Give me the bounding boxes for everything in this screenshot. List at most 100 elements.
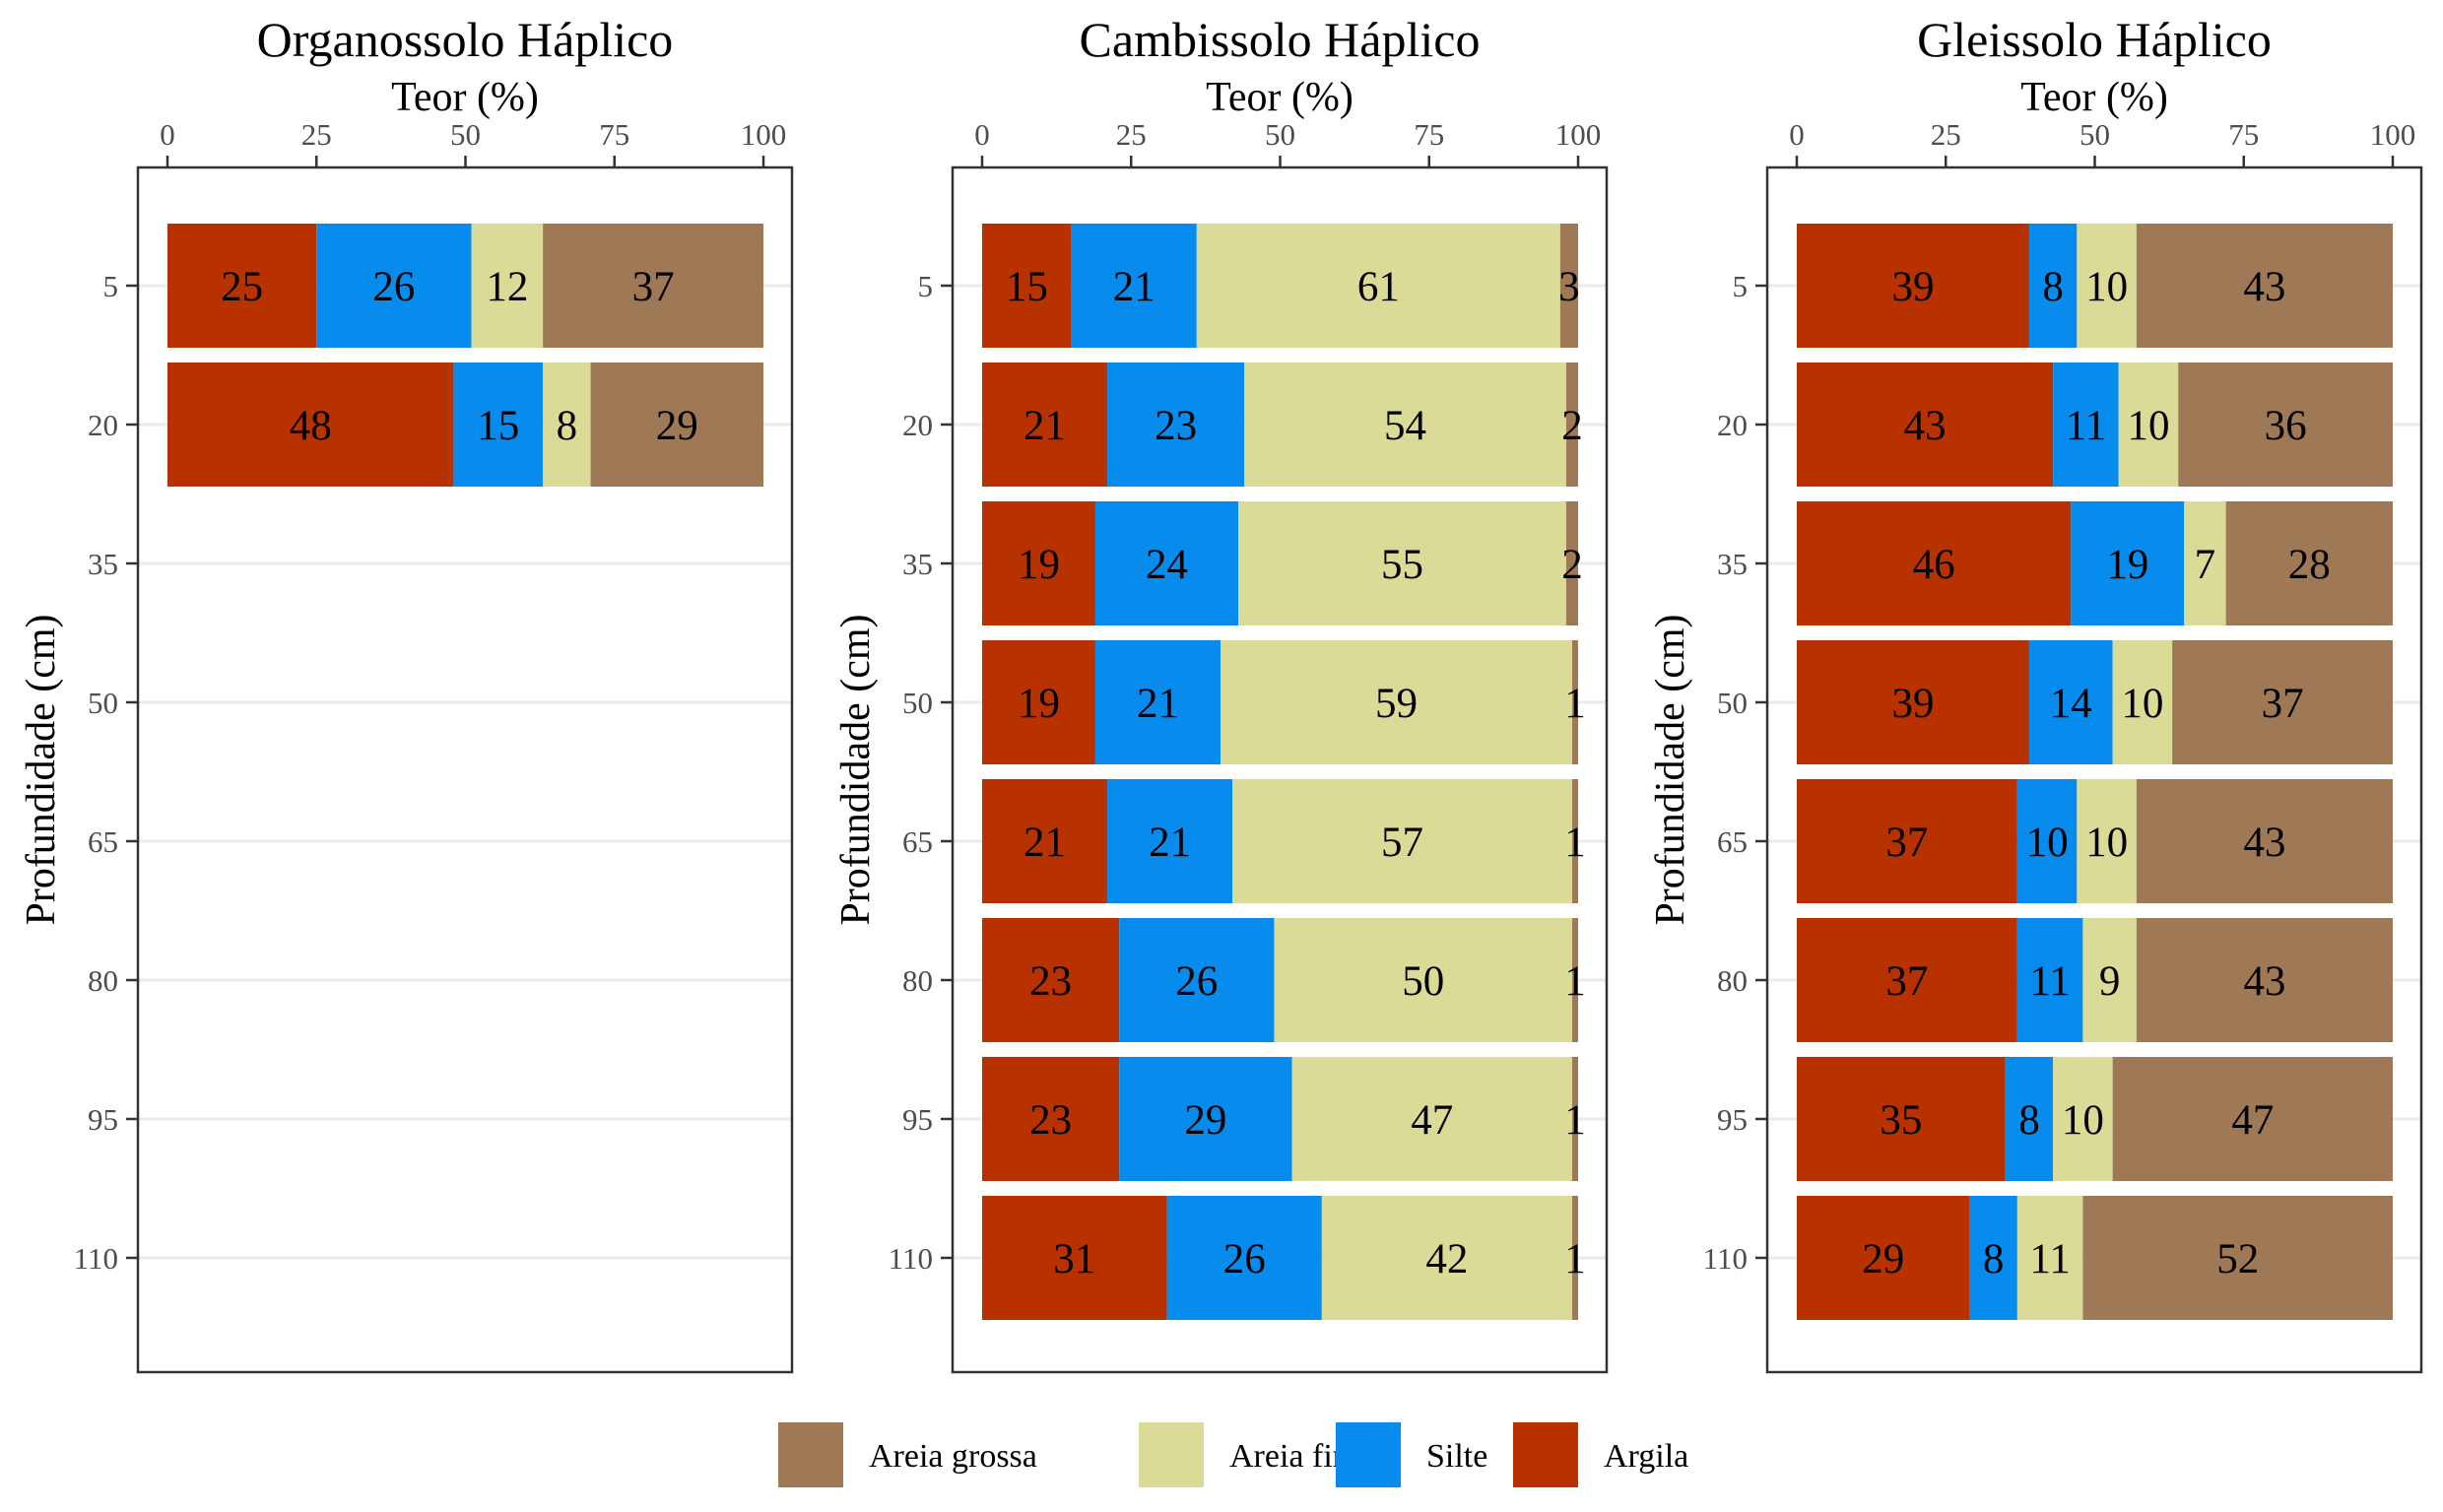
x-tick-label: 25: [1116, 117, 1147, 152]
x-tick-label: 75: [1414, 117, 1444, 152]
y-tick-label: 95: [902, 1102, 933, 1137]
bar-value-label: 10: [2127, 403, 2169, 449]
y-axis-title: Profundidade (cm): [833, 614, 879, 925]
x-tick-label: 100: [2370, 117, 2416, 152]
bar-value-label: 28: [2288, 542, 2331, 588]
bar-segment: [2112, 640, 2173, 764]
bar-value-label: 8: [1983, 1236, 2005, 1282]
bar-segment: [982, 640, 1095, 764]
y-tick-label: 35: [902, 547, 933, 581]
bar-value-label: 43: [2243, 264, 2285, 310]
bar-value-label: 15: [477, 403, 519, 449]
bar-segment: [2136, 224, 2393, 348]
bar-value-label: 12: [486, 264, 528, 310]
x-tick-label: 50: [2080, 117, 2110, 152]
bar-segment: [2118, 362, 2179, 487]
bar-value-label: 23: [1155, 403, 1197, 449]
bar-segment: [1797, 918, 2017, 1042]
x-axis-title: Teor (%): [391, 75, 539, 120]
bar-segment: [2005, 1057, 2054, 1181]
bar-segment: [2028, 224, 2078, 348]
legend-key: [1139, 1422, 1204, 1487]
y-tick-label: 80: [902, 963, 933, 998]
panel-title: Gleissolo Háplico: [1917, 12, 2272, 67]
y-tick-label: 95: [88, 1102, 118, 1137]
y-tick-label: 110: [889, 1241, 933, 1276]
bar-segment: [1291, 1057, 1572, 1181]
bar-segment: [2225, 501, 2393, 625]
bar-value-label: 29: [656, 403, 698, 449]
panel-2: 39 8 10 43 43 11 10 36 46 19 7 28 39 14 10 37 37 10 10 43 37…: [1648, 12, 2423, 1374]
bar-value-label: 14: [2050, 681, 2092, 727]
bar-segment: [2172, 640, 2393, 764]
legend-label: Argila: [1604, 1438, 1688, 1475]
bar-segment: [1571, 918, 1578, 1042]
bar-value-label: 54: [1384, 403, 1426, 449]
bar-value-label: 39: [1891, 681, 1934, 727]
bar-value-label: 29: [1862, 1236, 1904, 1282]
y-tick-label: 80: [88, 963, 118, 998]
y-tick-label: 5: [103, 269, 119, 303]
bar-segment: [1571, 1057, 1578, 1181]
x-tick-label: 75: [599, 117, 629, 152]
y-tick-label: 65: [88, 824, 118, 859]
bar-segment: [167, 224, 317, 348]
legend-item: Areia grossa: [778, 1422, 1037, 1487]
bar-value-label: 21: [1113, 264, 1155, 310]
bar-value-label: 8: [2042, 264, 2064, 310]
bar-value-label: 2: [1561, 403, 1583, 449]
legend-label: Areia grossa: [869, 1438, 1037, 1475]
bar-value-label: 10: [2026, 820, 2069, 866]
bar-segment: [1094, 640, 1221, 764]
bar-segment: [2016, 1196, 2083, 1320]
x-tick-label: 100: [1555, 117, 1602, 152]
x-tick-label: 50: [1265, 117, 1295, 152]
bar-value-label: 46: [1913, 542, 1955, 588]
bar-value-label: 21: [1023, 403, 1066, 449]
x-tick-label: 25: [1931, 117, 1961, 152]
bar-segment: [1238, 501, 1566, 625]
bar-value-label: 21: [1023, 820, 1066, 866]
bar-value-label: 26: [1223, 1236, 1266, 1282]
bar-segment: [1571, 1196, 1578, 1320]
bar-value-label: 48: [290, 403, 332, 449]
bar-segment: [453, 362, 544, 487]
legend-key: [778, 1422, 843, 1487]
bar-segment: [1797, 1057, 2006, 1181]
bar-segment: [1571, 640, 1578, 764]
bar-segment: [167, 362, 454, 487]
bar-segment: [1274, 918, 1572, 1042]
bar-value-label: 39: [1891, 264, 1934, 310]
y-tick-label: 35: [88, 547, 118, 581]
bar-value-label: 29: [1184, 1097, 1226, 1144]
bar-value-label: 21: [1149, 820, 1191, 866]
bar-value-label: 37: [2262, 681, 2304, 727]
bar-value-label: 26: [1175, 958, 1218, 1005]
bar-value-label: 23: [1029, 958, 1072, 1005]
y-tick-label: 20: [1717, 408, 1748, 442]
bar-segment: [1094, 501, 1239, 625]
bar-segment: [1196, 224, 1560, 348]
panel-background: [138, 167, 792, 1372]
bar-value-label: 8: [557, 403, 578, 449]
bar-segment: [2136, 779, 2393, 903]
bar-segment: [1797, 779, 2017, 903]
bar-value-label: 37: [632, 264, 675, 310]
bar-value-label: 9: [2099, 958, 2121, 1005]
bar-value-label: 24: [1146, 542, 1188, 588]
bar-segment: [2112, 1057, 2393, 1181]
bar-segment: [2082, 918, 2137, 1042]
bar-segment: [1321, 1196, 1572, 1320]
bar-value-label: 21: [1137, 681, 1179, 727]
x-tick-label: 25: [301, 117, 332, 152]
bar-segment: [2016, 779, 2078, 903]
bar-segment: [1565, 501, 1578, 625]
bar-segment: [2028, 640, 2113, 764]
bar-value-label: 19: [1018, 681, 1060, 727]
bar-segment: [2136, 918, 2393, 1042]
bar-value-label: 37: [1885, 958, 1928, 1005]
bar-segment: [543, 362, 591, 487]
x-tick-label: 0: [1789, 117, 1805, 152]
legend-label: Silte: [1426, 1438, 1487, 1475]
bar-value-label: 47: [1411, 1097, 1453, 1144]
